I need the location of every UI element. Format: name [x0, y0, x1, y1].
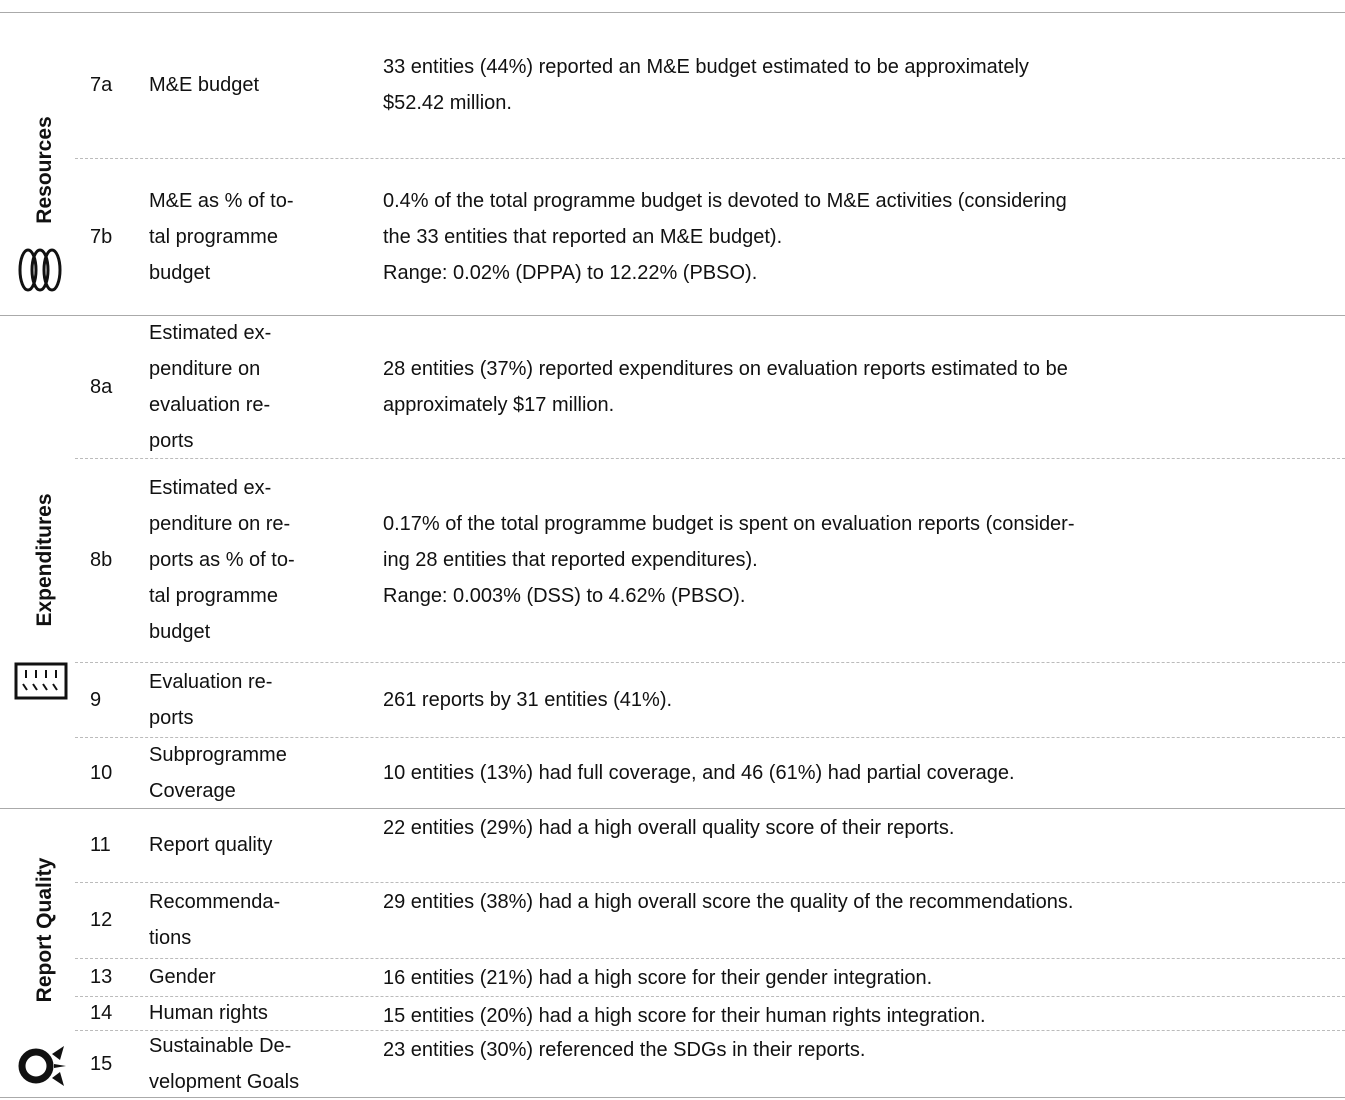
row-id: 15 [90, 1052, 113, 1075]
indicator: M&E budget [149, 74, 260, 96]
description: 28 entities (37%) reported expenditures … [383, 357, 1068, 416]
description: 0.4% of the total programme budget is de… [383, 189, 1067, 284]
description: 33 entities (44%) reported an M&E budget… [383, 56, 1029, 114]
award-icon [18, 1046, 66, 1086]
row-id: 7a [90, 74, 113, 96]
row-id: 8a [90, 375, 113, 398]
indicator: Sustainable De- velopment Goals [149, 1034, 300, 1093]
group-label: Expenditures [33, 493, 56, 627]
row-id: 7b [90, 225, 113, 248]
row-divider [75, 662, 1345, 663]
rule [0, 12, 1345, 13]
indicator: Gender [149, 966, 216, 988]
row-divider [75, 882, 1345, 883]
row-id: 11 [90, 834, 111, 856]
description: 22 entities (29%) had a high overall qua… [383, 817, 955, 839]
row-divider [75, 996, 1345, 997]
row-divider [75, 458, 1345, 459]
row-divider [75, 958, 1345, 959]
indicator: Recommenda- tions [149, 891, 281, 949]
row-divider [75, 158, 1345, 159]
indicator: Estimated ex- penditure on re- ports as … [149, 477, 295, 643]
row-id: 12 [90, 909, 113, 931]
row-id: 8b [90, 549, 113, 571]
group-divider [0, 808, 1345, 809]
indicator: Evaluation re- ports [149, 670, 273, 729]
indicator: Report quality [149, 834, 273, 856]
row-id: 14 [90, 1002, 113, 1024]
row-id: 10 [90, 761, 113, 784]
description: 23 entities (30%) referenced the SDGs in… [383, 1039, 866, 1061]
row-divider [75, 737, 1345, 738]
description: 261 reports by 31 entities (41%). [383, 688, 673, 711]
indicator: M&E as % of to- tal programme budget [149, 189, 294, 284]
group-divider [0, 1097, 1345, 1098]
group-label: Report Quality [33, 857, 56, 1003]
row-id: 13 [90, 966, 113, 988]
calculator-icon [14, 662, 68, 700]
group-label: Resources [33, 116, 56, 224]
group-divider [0, 315, 1345, 316]
description: 16 entities (21%) had a high score for t… [383, 967, 933, 989]
description: 10 entities (13%) had full coverage, and… [383, 761, 1015, 784]
indicator: Human rights [149, 1002, 268, 1024]
indicator: Estimated ex- penditure on evaluation re… [149, 321, 272, 452]
description: 29 entities (38%) had a high overall sco… [383, 891, 1074, 913]
description: 0.17% of the total programme budget is s… [383, 513, 1075, 607]
row-id: 9 [90, 688, 102, 711]
indicator: Subprogramme Coverage [149, 743, 287, 802]
coins-icon [18, 248, 62, 292]
description: 15 entities (20%) had a high score for t… [383, 1005, 986, 1027]
row-divider [75, 1030, 1345, 1031]
